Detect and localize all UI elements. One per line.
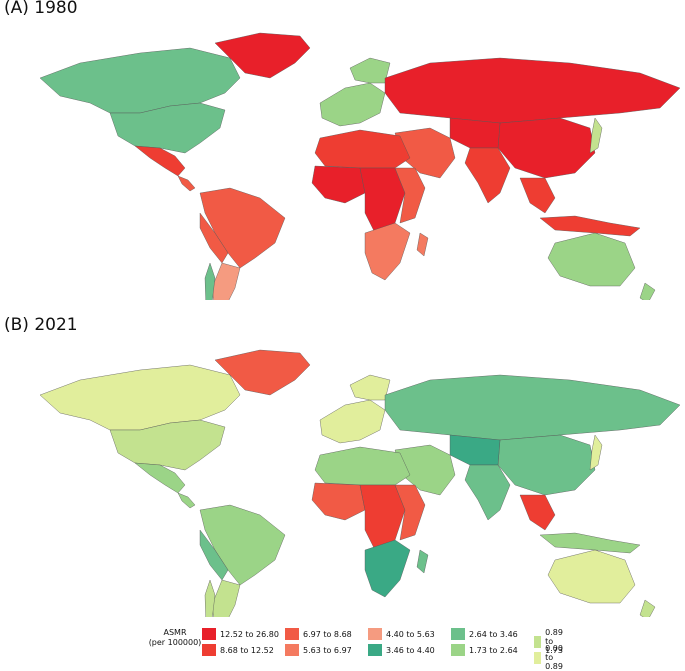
region-mexico [134,145,186,177]
panel-a-title: (A) 1980 [4,0,78,18]
legend-label: 1.73 to 2.64 [469,645,518,655]
legend-label: 12.52 to 26.80 [220,629,279,639]
legend-label: 6.97 to 8.68 [303,629,352,639]
region-russia [384,57,681,124]
legend-swatch [368,628,382,640]
region-canada [39,47,241,114]
legend-label: 5.63 to 6.97 [303,645,352,655]
region-scandinavia [349,57,391,84]
legend-item: 4.40 to 5.63 [368,628,435,640]
region-new-zealand [639,599,656,617]
legend-swatch [451,644,465,656]
region-japan [589,434,603,471]
region-southern-africa [364,222,411,281]
region-india [464,464,511,521]
legend-item: 1.73 to 2.64 [451,644,518,656]
legend-item: 2.64 to 3.46 [451,628,518,640]
legend-label: 0.00 to 0.89 [545,644,563,671]
map-2021 [39,349,681,617]
region-central-asia [449,434,501,466]
legend-swatch [368,644,382,656]
region-central-africa [359,167,406,234]
region-western-europe [319,82,386,127]
region-canada [39,364,241,431]
region-chile [204,262,216,300]
region-argentina [211,579,241,617]
region-australia [547,232,636,287]
legend-item: 6.97 to 8.68 [285,628,352,640]
region-china [497,434,596,496]
legend-swatch [451,628,465,640]
legend-label: 0.89 to 1.73 [545,628,563,655]
region-argentina [211,262,241,300]
region-indonesia [539,215,641,237]
region-greenland [214,349,311,396]
legend-swatch [534,651,542,664]
region-west-africa [311,482,366,521]
region-central-america [177,492,196,509]
region-japan [589,117,603,154]
legend-item: 0.89 to 1.73 [534,628,570,655]
legend-swatch [202,628,216,640]
region-western-europe [319,399,386,444]
region-central-asia [449,117,501,149]
region-usa [109,419,226,471]
region-greenland [214,32,311,79]
legend-label: 3.46 to 4.40 [386,645,435,655]
region-west-africa [311,165,366,204]
legend-title-line1: ASMR [163,628,187,637]
region-chile [204,579,216,617]
region-australia [547,549,636,604]
region-madagascar [416,232,429,257]
legend-item: 8.68 to 12.52 [202,644,274,656]
region-indonesia [539,532,641,554]
region-east-africa [394,167,426,224]
region-india [464,147,511,204]
legend-label: 4.40 to 5.63 [386,629,435,639]
region-central-africa [359,484,406,551]
region-mexico [134,462,186,494]
region-madagascar [416,549,429,574]
legend-title-line2: (per 100000) [148,638,202,647]
region-north-africa [314,129,411,169]
region-china [497,117,596,179]
legend-label: 8.68 to 12.52 [220,645,274,655]
legend: ASMR (per 100000) 12.52 to 26.80 8.68 to … [140,628,563,671]
region-scandinavia [349,374,391,401]
legend-label: 2.64 to 3.46 [469,629,518,639]
region-southeast-asia [519,494,556,531]
panel-b-title: (B) 2021 [4,315,78,335]
region-new-zealand [639,282,656,300]
region-southern-africa [364,539,411,598]
region-southeast-asia [519,177,556,214]
region-north-africa [314,446,411,486]
region-brazil [199,187,286,269]
legend-swatch [285,628,299,640]
region-east-africa [394,484,426,541]
legend-swatch [285,644,299,656]
map-1980 [39,32,681,300]
legend-swatch [202,644,216,656]
legend-item: 5.63 to 6.97 [285,644,352,656]
region-russia [384,374,681,441]
legend-item: 12.52 to 26.80 [202,628,279,640]
legend-item: 3.46 to 4.40 [368,644,435,656]
legend-item: 0.00 to 0.89 [534,644,570,671]
legend-swatch [534,635,542,648]
region-usa [109,102,226,154]
region-central-america [177,175,196,192]
legend-title: ASMR (per 100000) [140,628,210,648]
region-brazil [199,504,286,586]
